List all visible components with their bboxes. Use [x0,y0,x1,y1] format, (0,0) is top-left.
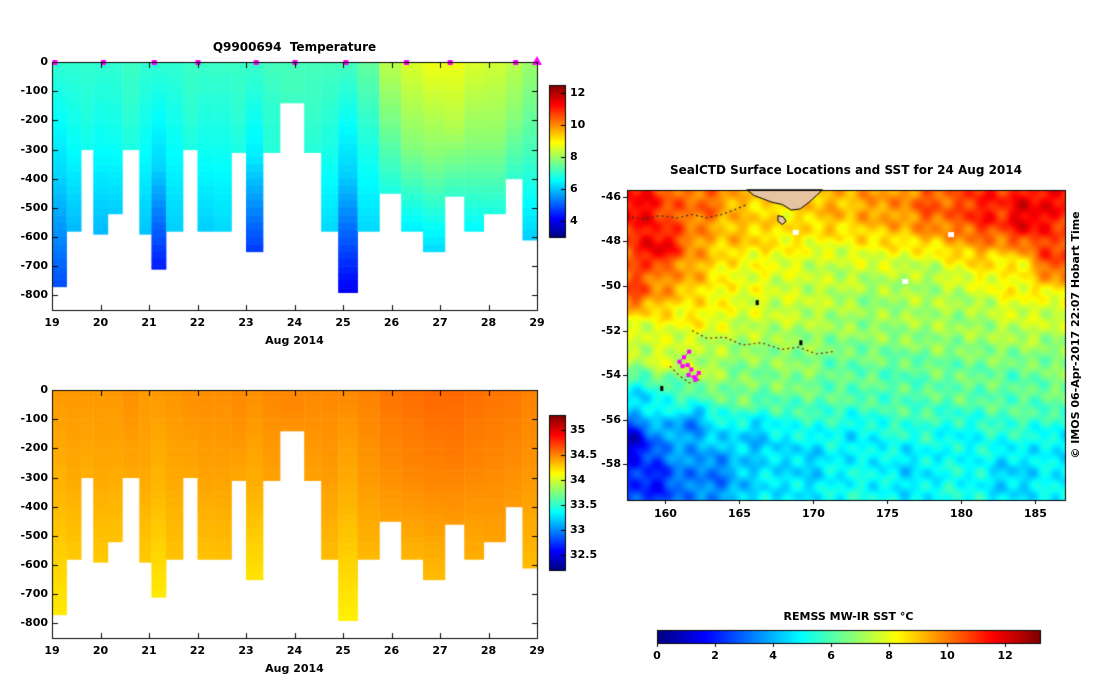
temperature-colorbar-tick-label: 8 [570,150,578,163]
temperature-y-tick-label: -200 [20,113,48,127]
map-lon-tick-label: 180 [949,507,973,520]
map-lon-tick-label: 165 [727,507,751,520]
map-lat-tick-label: -58 [601,457,621,471]
map-lat-tick-label: -54 [601,368,621,382]
temperature-y-tick-label: 0 [40,55,48,68]
temperature-y-tick-label: -600 [20,230,48,244]
salinity-y-tick-label: -200 [20,441,48,455]
salinity-x-tick-label: 23 [238,644,254,657]
salinity-y-tick-label: -600 [20,558,48,572]
map-lon-tick-label: 175 [875,507,899,520]
temperature-colorbar-tick-label: 4 [570,214,578,227]
temperature-x-tick-label: 26 [383,316,400,329]
temperature-x-tick-label: 22 [189,316,206,329]
temperature-y-tick-label: -400 [20,171,48,185]
temperature-x-tick-label: 23 [238,316,254,329]
salinity-y-tick-label: -400 [20,499,48,513]
map-lon-tick-label: 170 [801,507,825,520]
temperature-colorbar-tick-label: 12 [570,86,586,99]
map-lon-tick-label: 160 [653,507,677,520]
temperature-x-tick-label: 19 [44,316,60,329]
temperature-x-tick-label: 25 [335,316,351,329]
salinity-x-tick-label: 24 [286,644,303,657]
sst-colorbar-tick-label: 4 [769,649,777,662]
sst-colorbar-tick-label: 12 [997,649,1013,662]
temperature-xaxis-label: Aug 2014 [265,334,324,347]
imos-credit-text: © IMOS 06-Apr-2017 22:07 Hobart Time [1069,211,1082,459]
temperature-y-tick-label: -300 [20,142,48,156]
temperature-x-tick-label: 28 [480,316,497,329]
salinity-y-tick-label: -700 [20,587,48,601]
salinity-colorbar-tick-label: 33 [570,523,586,536]
temperature-x-tick-label: 27 [432,316,448,329]
sst-colorbar-label: REMSS MW-IR SST °C [783,610,914,623]
salinity-y-tick-label: -800 [20,616,48,630]
salinity-y-tick-label: -500 [20,528,48,542]
sst-colorbar-tick-label: 2 [711,649,719,662]
salinity-y-tick-label: -300 [20,470,48,484]
sst-colorbar-tick-label: 6 [827,649,835,662]
salinity-x-tick-label: 19 [44,644,60,657]
map-lat-tick-label: -50 [601,278,621,292]
temperature-y-tick-label: -700 [20,259,48,273]
salinity-x-tick-label: 20 [92,644,109,657]
salinity-xaxis-label: Aug 2014 [265,662,324,675]
temperature-y-tick-label: -500 [20,200,48,214]
salinity-x-tick-label: 28 [480,644,497,657]
temperature-x-tick-label: 24 [286,316,303,329]
salinity-x-tick-label: 25 [335,644,351,657]
salinity-y-tick-label: -100 [20,412,48,426]
temperature-x-tick-label: 29 [529,316,545,329]
salinity-x-tick-label: 26 [383,644,400,657]
map-title: SealCTD Surface Locations and SST for 24… [670,163,1022,177]
salinity-colorbar-tick-label: 35 [570,423,586,436]
salinity-colorbar-tick-label: 34.5 [570,448,598,461]
salinity-x-tick-label: 22 [189,644,206,657]
temperature-plot-title: Q9900694 Temperature [212,40,377,54]
map-lat-tick-label: -48 [601,234,621,248]
temperature-colorbar-tick-label: 10 [570,118,586,131]
map-lat-tick-label: -46 [601,189,621,203]
salinity-x-tick-label: 27 [432,644,448,657]
map-lat-tick-label: -52 [601,323,621,337]
temperature-colorbar-tick-label: 6 [570,182,578,195]
salinity-colorbar-tick-label: 34 [570,473,586,486]
sst-colorbar-tick-label: 8 [885,649,893,662]
temperature-x-tick-label: 20 [92,316,109,329]
temperature-y-tick-label: -100 [20,84,48,98]
map-lat-tick-label: -56 [601,412,621,426]
salinity-y-tick-label: 0 [40,383,48,396]
salinity-colorbar-tick-label: 33.5 [570,498,598,511]
map-lon-tick-label: 185 [1023,507,1047,520]
salinity-x-tick-label: 21 [141,644,157,657]
temperature-y-tick-label: -800 [20,288,48,302]
sst-colorbar-tick-label: 10 [939,649,955,662]
temperature-x-tick-label: 21 [141,316,157,329]
sst-colorbar-tick-label: 0 [653,649,661,662]
salinity-x-tick-label: 29 [529,644,545,657]
salinity-colorbar-tick-label: 32.5 [570,548,598,561]
